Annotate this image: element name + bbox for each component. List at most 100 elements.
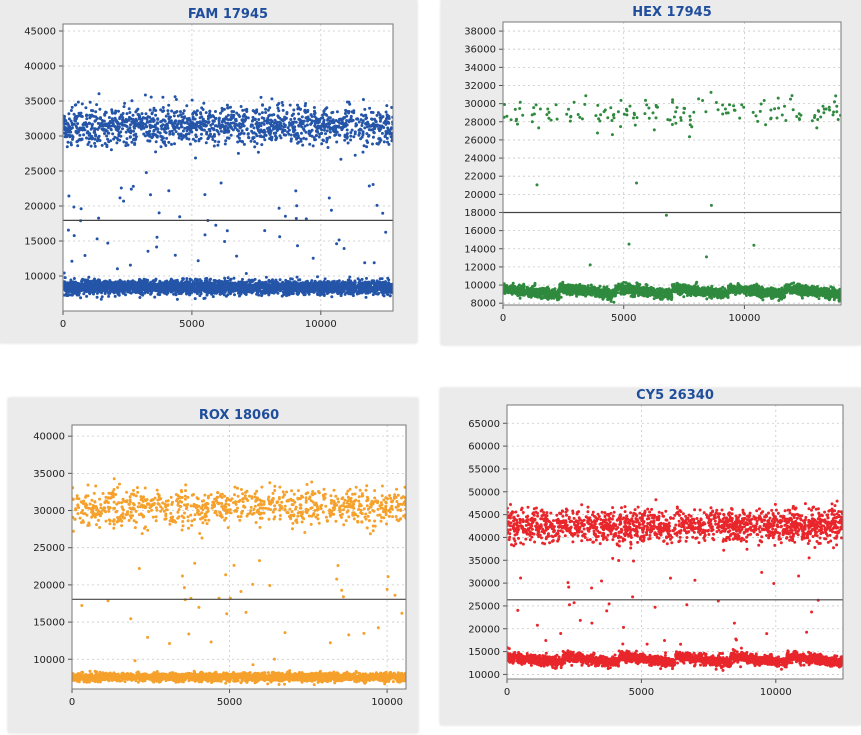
fam-data-point [199, 112, 203, 116]
fam-data-point [153, 123, 157, 127]
fam-data-point [239, 125, 243, 129]
fam-y-tick-label: 35000 [24, 97, 56, 108]
fam-data-point [200, 132, 203, 136]
fam-data-point [312, 112, 316, 116]
fam-data-point [178, 288, 182, 292]
fam-data-point [289, 289, 293, 293]
fam-data-point [128, 126, 132, 130]
fam-data-point [95, 282, 99, 285]
hex-data-point [670, 123, 674, 126]
fam-data-point [212, 127, 216, 131]
fam-data-point [327, 121, 331, 125]
fam-data-point [330, 121, 334, 125]
fam-data-point [185, 277, 189, 281]
fam-data-point [104, 111, 108, 114]
fam-data-point [321, 284, 324, 288]
hex-data-point [671, 100, 674, 104]
fam-data-point [282, 122, 286, 126]
fam-data-point [185, 132, 189, 136]
fam-data-point [209, 285, 213, 289]
fam-data-point [293, 125, 297, 129]
fam-data-point [197, 139, 201, 143]
fam-data-point [107, 294, 111, 298]
fam-data-point [374, 119, 377, 123]
hex-data-point [576, 113, 580, 116]
fam-data-point [148, 108, 152, 112]
fam-data-point [303, 108, 307, 112]
fam-data-point [311, 283, 314, 287]
fam-data-point [121, 123, 124, 127]
fam-data-point [180, 115, 184, 119]
fam-data-point [294, 189, 298, 193]
fam-data-point [196, 280, 200, 284]
fam-data-point [67, 130, 71, 134]
fam-data-point [371, 183, 375, 186]
fam-data-point [117, 284, 121, 288]
fam-data-point [322, 112, 326, 116]
fam-data-point [341, 280, 345, 284]
fam-data-point [106, 241, 110, 245]
fam-data-point [106, 131, 110, 135]
fam-data-point [372, 130, 376, 134]
hex-data-point [704, 110, 708, 114]
fam-data-point [67, 125, 71, 129]
fam-data-point [351, 281, 354, 285]
fam-data-point [140, 112, 144, 116]
fam-data-point [268, 133, 272, 136]
fam-data-point [67, 194, 71, 198]
fam-data-point [194, 139, 197, 143]
fam-data-point [281, 103, 285, 107]
fam-data-point [365, 125, 369, 129]
fam-data-point [305, 123, 309, 127]
fam-data-point [131, 113, 135, 117]
fam-data-point [118, 196, 122, 200]
fam-data-point [160, 283, 164, 287]
fam-data-point [69, 127, 73, 131]
fam-data-point [216, 290, 220, 294]
fam-data-point [190, 98, 194, 102]
fam-data-point [357, 133, 361, 137]
fam-data-point [188, 290, 192, 294]
fam-data-point [378, 113, 382, 117]
fam-data-point [194, 156, 197, 160]
fam-data-point [379, 282, 383, 286]
fam-data-point [93, 141, 97, 145]
fam-data-point [133, 289, 137, 293]
fam-data-point [332, 279, 336, 283]
fam-data-point [295, 283, 299, 287]
fam-data-point [128, 263, 132, 267]
fam-data-point [152, 108, 156, 112]
fam-data-point [136, 287, 140, 291]
fam-data-point [120, 284, 124, 287]
fam-data-point [264, 107, 268, 111]
fam-data-point [211, 295, 215, 299]
fam-data-point [326, 146, 330, 149]
fam-data-point [90, 113, 94, 117]
fam-data-point [355, 117, 359, 121]
fam-data-point [95, 103, 99, 107]
fam-data-point [269, 118, 273, 122]
hex-data-point [692, 110, 696, 114]
fam-data-point [63, 271, 66, 275]
hex-data-point [647, 116, 651, 120]
fam-data-point [133, 280, 137, 284]
fam-data-point [86, 279, 89, 283]
fam-data-point [352, 111, 356, 115]
fam-data-point [110, 283, 114, 287]
fam-data-point [158, 279, 162, 283]
fam-data-point [224, 139, 228, 143]
fam-data-point [343, 292, 347, 296]
fam-data-point [191, 115, 195, 119]
fam-data-point [154, 127, 158, 131]
fam-data-point [85, 294, 89, 298]
fam-data-point [262, 117, 266, 120]
fam-data-point [242, 142, 246, 146]
fam-data-point [98, 139, 102, 142]
fam-data-point [196, 284, 200, 288]
fam-data-point [293, 117, 297, 121]
fam-data-point [306, 108, 310, 112]
fam-data-point [222, 107, 226, 111]
fam-data-point [240, 122, 244, 126]
hex-data-point [609, 106, 613, 110]
fam-data-point [363, 261, 367, 265]
